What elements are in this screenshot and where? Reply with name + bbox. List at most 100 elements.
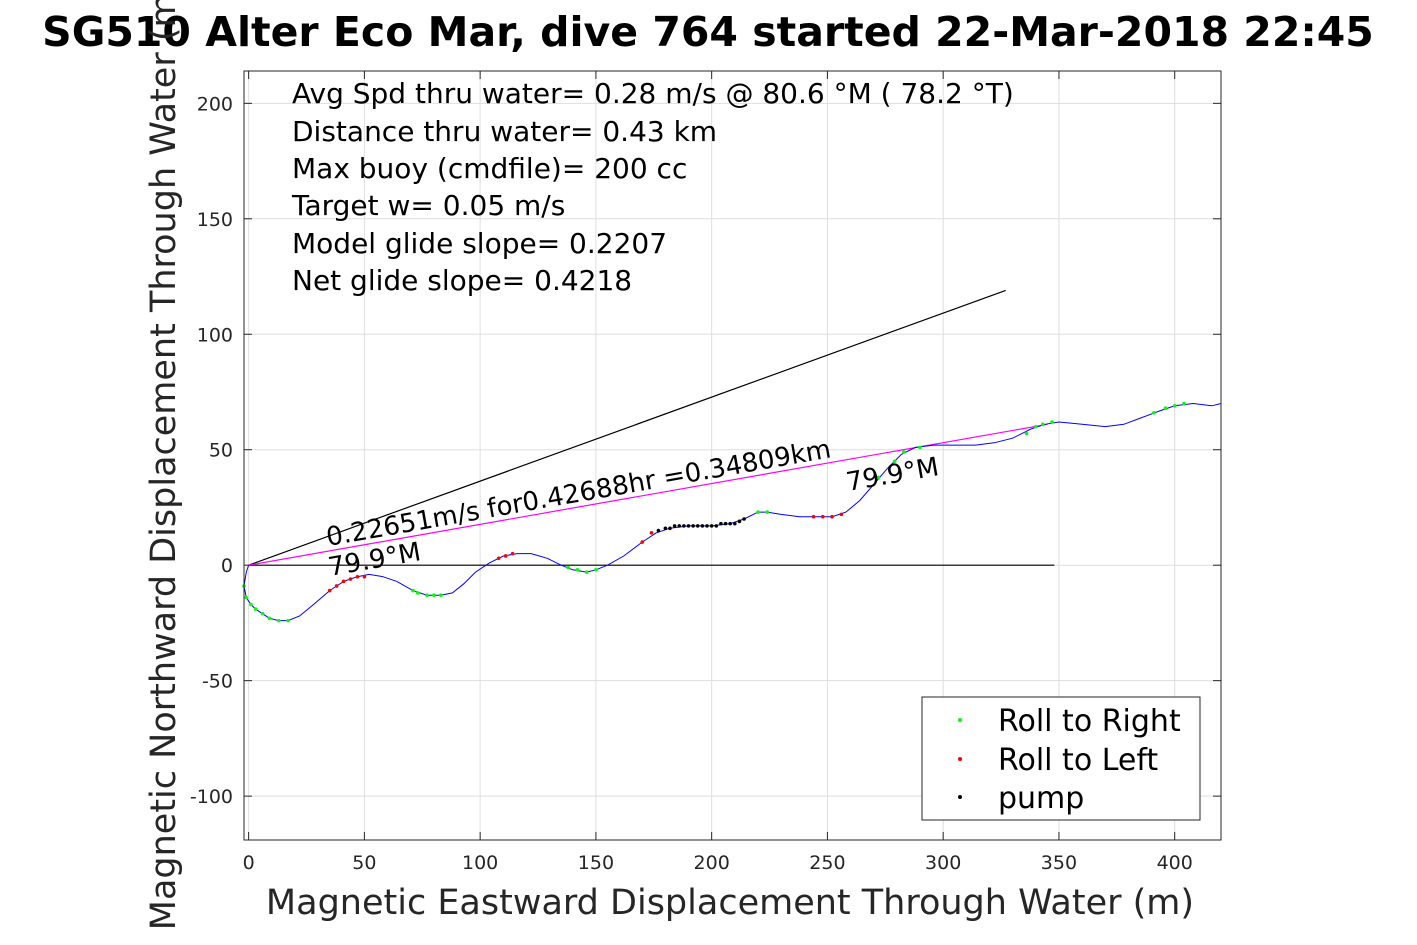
marker-roll-to-left [327,588,332,593]
marker-pump [719,521,723,526]
marker-roll-to-right [244,595,249,600]
marker-roll-to-right [1182,401,1186,406]
marker-roll-to-right [892,459,897,464]
annotation-max-buoy: Max buoy (cmdfile)= 200 cc [292,152,687,185]
x-tick-label: 150 [578,852,614,874]
marker-roll-to-right [1163,406,1168,410]
marker-roll-to-left [640,540,645,544]
marker-roll-to-right [584,570,589,574]
x-tick-label: 50 [352,852,376,874]
marker-pump [656,528,661,533]
annotation-avg-speed: Avg Spd thru water= 0.28 m/s @ 80.6 °M (… [292,77,1014,110]
marker-pump [668,526,672,531]
annotation-model-glide: Model glide slope= 0.2207 [292,227,667,260]
legend: Roll to Right Roll to Left pump [921,696,1201,821]
marker-roll-to-right [765,510,770,514]
y-tick-label: 0 [221,555,233,577]
marker-pump [691,524,695,528]
marker-roll-to-left [503,554,508,558]
marker-roll-to-right [286,618,290,623]
legend-marker-pump [958,795,962,799]
marker-roll-to-right [253,607,258,611]
marker-roll-to-right [1172,404,1177,408]
marker-roll-to-left [348,577,353,581]
annotation-block: Avg Spd thru water= 0.28 m/s @ 80.6 °M (… [291,77,1014,297]
marker-roll-to-left [839,512,844,517]
marker-pump [728,521,732,526]
marker-roll-to-left [510,551,515,556]
legend-box [921,696,1201,821]
marker-roll-to-right [438,593,443,598]
y-tick-label: 100 [197,324,233,346]
x-tick-label: 400 [1157,852,1193,874]
marker-layer [242,401,1186,623]
marker-pump [733,521,737,526]
legend-label-roll-right: Roll to Right [998,704,1181,739]
marker-roll-to-right [1152,410,1156,415]
marker-roll-to-left [820,514,825,519]
marker-roll-to-left [341,579,346,584]
marker-roll-to-right [566,565,570,570]
y-tick-label: 50 [209,440,233,462]
legend-marker-roll-right [958,718,962,722]
marker-roll-to-right [575,568,580,572]
plot-frame [243,70,1222,841]
marker-roll-to-right [276,618,281,623]
marker-roll-to-left [496,556,501,561]
y-tick-label: -100 [190,786,233,808]
marker-roll-to-right [411,588,415,593]
marker-roll-to-left [811,514,816,519]
marker-pump [700,524,705,528]
marker-roll-to-right [1050,420,1054,424]
reference-line [248,289,1006,566]
x-axis-label: Magnetic Eastward Displacement Through W… [266,883,1194,923]
marker-roll-to-right [1033,424,1038,429]
marker-pump [737,519,742,524]
marker-pump [663,526,668,531]
marker-pump [686,524,691,528]
marker-pump [705,524,709,528]
annotation-distance: Distance thru water= 0.43 km [292,115,717,148]
marker-roll-to-right [425,593,429,598]
marker-roll-to-right [756,510,760,514]
marker-pump [714,524,719,528]
marker-roll-to-right [260,611,265,616]
marker-roll-to-left [355,574,360,579]
annotation-net-glide: Net glide slope= 0.4218 [292,264,632,297]
marker-pump [682,524,686,528]
y-tick-label: -50 [202,671,233,693]
marker-roll-to-right [876,475,881,480]
marker-roll-to-right [432,593,436,598]
marker-pump [695,524,700,528]
marker-roll-to-right [594,568,598,572]
marker-roll-to-left [830,514,834,519]
x-tick-label: 250 [809,852,845,874]
marker-roll-to-right [267,616,272,621]
y-tick-label: 200 [197,93,233,115]
legend-label-roll-left: Roll to Left [998,743,1158,778]
x-tick-label: 100 [462,852,498,874]
chart-title: SG510 Alter Eco Mar, dive 764 started 22… [42,8,1374,56]
x-tick-label: 200 [694,852,730,874]
marker-roll-to-right [249,602,253,607]
x-tick-label: 350 [1041,852,1077,874]
ticks: 0 50 100 150 200 250 300 350 400 -100 -50 0 50 100 150… [190,71,1221,874]
marker-roll-to-right [918,445,922,450]
x-tick-label: 300 [925,852,961,874]
marker-roll-to-right [902,450,906,454]
marker-roll-to-left [334,584,339,588]
y-tick-label: 150 [197,209,233,231]
marker-roll-to-left [362,574,367,579]
marker-roll-to-right [1040,422,1045,427]
marker-pump [677,524,682,528]
y-axis-label: Magnetic Northward Displacement Through … [144,0,184,930]
legend-label-pump: pump [998,781,1084,816]
marker-pump [723,521,728,526]
marker-roll-to-right [415,591,420,595]
marker-pump [672,524,677,528]
x-tick-label: 0 [243,852,255,874]
marker-pump [742,517,746,521]
marker-pump [709,524,714,528]
legend-marker-roll-left [958,757,962,761]
